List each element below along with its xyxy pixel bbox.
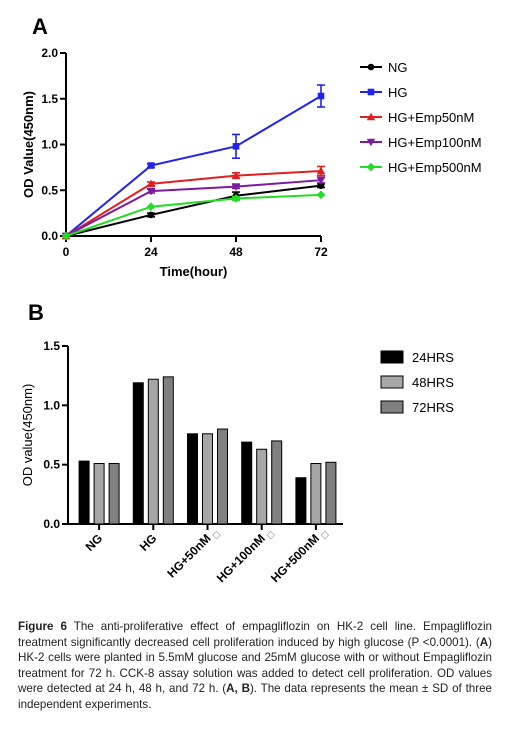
bar [147, 378, 159, 525]
significance-mark: ◇ [266, 529, 275, 541]
legend-marker [367, 63, 375, 71]
x-tick-label: HG+50nM [164, 531, 213, 580]
bar-chart: 0.00.51.01.5OD value(450nm)NG HG HG+50nM HG… [20, 339, 454, 585]
y-tick-label: 1.0 [43, 398, 60, 412]
legend-label: HG+Emp50nM [388, 110, 474, 125]
legend-label: 24HRS [412, 350, 454, 365]
x-tick-label: 72 [314, 245, 328, 259]
data-point [316, 176, 326, 185]
bar [78, 460, 90, 525]
data-point [146, 179, 156, 188]
y-tick-label: 1.5 [43, 339, 60, 353]
series-line [65, 179, 322, 237]
data-point [61, 231, 71, 241]
bar [202, 433, 213, 525]
caption-label: Figure 6 [18, 620, 67, 633]
legend-marker [367, 88, 375, 96]
x-tick-label: 48 [229, 245, 243, 259]
caption-ref-ab: A, B [226, 682, 250, 695]
legend-label: HG+Emp500nM [388, 160, 482, 175]
data-point [316, 190, 326, 200]
data-point [317, 92, 325, 100]
series-line [65, 95, 322, 237]
y-tick-label: 0.5 [43, 458, 60, 472]
y-tick-label: 1.5 [41, 92, 58, 106]
data-point [232, 143, 240, 150]
bar [108, 462, 120, 525]
y-tick-label: 0.0 [41, 229, 58, 243]
figure-caption: Figure 6 The anti-proliferative effect o… [18, 619, 492, 712]
data-point [317, 182, 325, 189]
data-point [231, 171, 241, 179]
bar [132, 382, 144, 525]
bar [187, 433, 198, 525]
x-tick-label: HG+100nM [214, 531, 268, 585]
bar [162, 376, 174, 525]
bar [310, 462, 322, 525]
significance-mark: ◇ [321, 529, 330, 541]
y-tick-label: 2.0 [41, 46, 58, 60]
series-line [65, 193, 322, 237]
legend-swatch [380, 400, 404, 414]
x-axis-label: Time(hour) [160, 264, 228, 279]
data-point [147, 162, 155, 169]
x-tick-label: 0 [63, 245, 70, 259]
data-point [231, 194, 241, 203]
data-point [147, 211, 155, 219]
panel-label-a: A [32, 14, 48, 39]
data-point [316, 166, 326, 175]
y-tick-label: 0.5 [41, 183, 58, 197]
x-tick-label: 24 [144, 245, 158, 259]
legend-swatch [380, 350, 404, 364]
bar [217, 428, 228, 525]
y-tick-label: 1.0 [41, 138, 58, 152]
series-line [65, 170, 322, 237]
x-tick-label: NG [83, 531, 106, 554]
y-tick-label: 0.0 [43, 517, 60, 531]
legend-label: 48HRS [412, 375, 454, 390]
legend-label: HG [388, 85, 408, 100]
legend-label: 72HRS [412, 400, 454, 415]
caption-text-3: ). The data represents the mean ± SD of … [18, 682, 492, 711]
bar [241, 441, 253, 525]
bar [325, 461, 337, 525]
bar [93, 462, 105, 525]
caption-ref-a: A [479, 635, 489, 649]
line-chart: 0.0 0.5 1.0 1.5 2.0 0 24 48 72 Time(hour) OD Value… [21, 46, 482, 279]
panel-label-b: B [28, 300, 44, 325]
data-point [146, 187, 156, 196]
caption-text-2: ) HK-2 cells were planted in 5.5mM gluco… [18, 635, 492, 696]
legend-marker [366, 112, 376, 121]
y-axis-label: OD Value(450nm) [21, 91, 36, 198]
data-point [146, 202, 156, 212]
legend-marker [366, 162, 376, 172]
x-tick-label: HG+500nM [268, 531, 322, 585]
legend-label: HG+Emp100nM [388, 135, 482, 150]
bar [295, 477, 307, 525]
series-line [65, 184, 322, 237]
significance-mark: ◇ [212, 529, 221, 541]
y-axis-label: OD value(450nm) [20, 384, 35, 487]
bar [271, 440, 283, 525]
caption-text-1: The anti-proliferative effect of empagli… [18, 620, 492, 649]
data-point [231, 183, 241, 191]
bar [256, 448, 268, 525]
x-tick-label: HG [137, 531, 160, 554]
legend-swatch [380, 375, 404, 389]
legend-marker [366, 138, 376, 147]
legend-label: NG [388, 60, 408, 75]
